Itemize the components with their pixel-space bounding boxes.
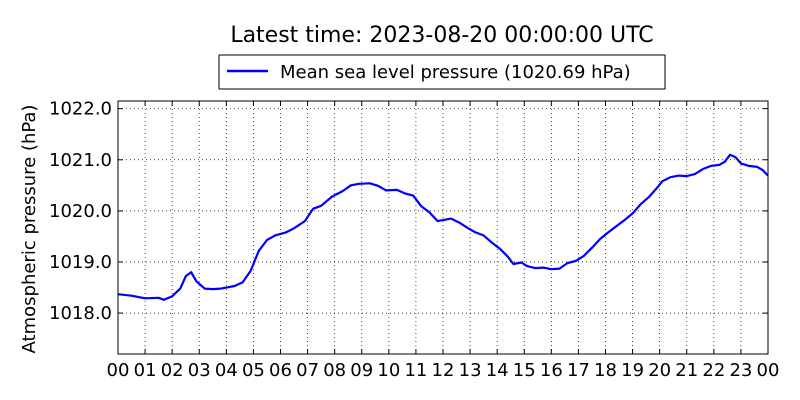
x-tick-label: 21 [675, 360, 698, 381]
x-tick-label: 02 [161, 360, 184, 381]
series-layer [117, 153, 769, 301]
x-tick-label: 16 [540, 360, 563, 381]
x-tick-label: 18 [594, 360, 617, 381]
x-tick-label: 07 [296, 360, 319, 381]
x-tick-label: 19 [621, 360, 644, 381]
y-tick-label: 1022.0 [49, 99, 112, 120]
x-tick-label: 17 [567, 360, 590, 381]
x-tick-label: 08 [323, 360, 346, 381]
y-tick-label: 1018.0 [49, 303, 112, 324]
x-tick-label: 14 [486, 360, 509, 381]
x-tick-label: 03 [188, 360, 211, 381]
x-tick-label: 22 [702, 360, 725, 381]
x-tick-label: 00 [757, 360, 780, 381]
legend-label: Mean sea level pressure (1020.69 hPa) [280, 62, 631, 83]
x-tick-label: 10 [377, 360, 400, 381]
y-tick-label: 1021.0 [49, 150, 112, 171]
chart-title: Latest time: 2023-08-20 00:00:00 UTC [230, 23, 653, 48]
y-tick-label: 1020.0 [49, 201, 112, 222]
series-line-mslp [117, 153, 769, 301]
legend: Mean sea level pressure (1020.69 hPa) [218, 54, 666, 90]
x-tick-label: 20 [648, 360, 671, 381]
x-tick-label: 01 [134, 360, 157, 381]
x-tick-label: 00 [107, 360, 130, 381]
grid [118, 101, 768, 354]
y-axis-label: Atmospheric pressure (hPa) [19, 105, 40, 354]
x-tick-label: 13 [459, 360, 482, 381]
x-tick-label: 11 [404, 360, 427, 381]
legend-box [218, 54, 666, 90]
y-tick-label: 1019.0 [49, 252, 112, 273]
x-tick-label: 09 [350, 360, 373, 381]
ticks: 00 01 02 03 04 05 06 07 08 09 10 11 12 13 14 15 16 17 18 19… [49, 99, 779, 381]
x-tick-label: 23 [729, 360, 752, 381]
x-tick-label: 12 [432, 360, 455, 381]
x-tick-label: 04 [215, 360, 238, 381]
x-tick-label: 05 [242, 360, 265, 381]
plot-area-frame [117, 100, 769, 355]
x-tick-label: 15 [513, 360, 536, 381]
x-tick-label: 06 [269, 360, 292, 381]
